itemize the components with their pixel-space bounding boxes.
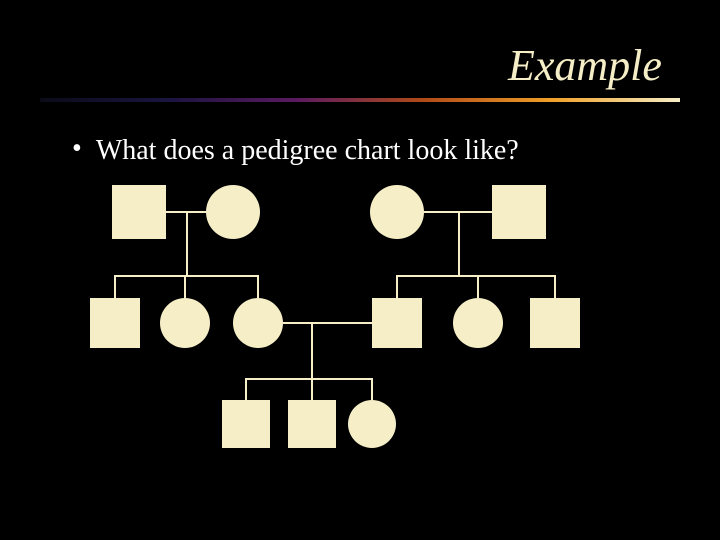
pedigree-node-g1_f1 bbox=[206, 185, 260, 239]
pedigree-node-g3_m2 bbox=[288, 400, 336, 448]
pedigree-node-g2_f2 bbox=[233, 298, 283, 348]
pedigree-edge bbox=[311, 324, 313, 378]
pedigree-edge bbox=[184, 275, 186, 298]
pedigree-edge bbox=[283, 322, 372, 324]
pedigree-node-g2_f1 bbox=[160, 298, 210, 348]
pedigree-node-g2_f3 bbox=[453, 298, 503, 348]
pedigree-edge bbox=[396, 275, 555, 277]
pedigree-edge bbox=[186, 213, 188, 275]
pedigree-edge bbox=[114, 275, 116, 298]
pedigree-node-g3_f1 bbox=[348, 400, 396, 448]
pedigree-edge bbox=[114, 275, 259, 277]
pedigree-node-g1_m2 bbox=[492, 185, 546, 239]
pedigree-node-g1_m1 bbox=[112, 185, 166, 239]
pedigree-edge bbox=[477, 275, 479, 298]
pedigree-node-g2_m2 bbox=[372, 298, 422, 348]
pedigree-node-g1_f2 bbox=[370, 185, 424, 239]
pedigree-edge bbox=[371, 378, 373, 400]
pedigree-edge bbox=[257, 275, 259, 298]
pedigree-edge bbox=[245, 378, 247, 400]
pedigree-node-g3_m1 bbox=[222, 400, 270, 448]
pedigree-edge bbox=[311, 378, 313, 400]
pedigree-node-g2_m3 bbox=[530, 298, 580, 348]
pedigree-node-g2_m1 bbox=[90, 298, 140, 348]
pedigree-edge bbox=[458, 213, 460, 275]
pedigree-chart bbox=[0, 0, 720, 540]
pedigree-edge bbox=[245, 378, 372, 380]
pedigree-edge bbox=[396, 275, 398, 298]
pedigree-edge bbox=[554, 275, 556, 298]
